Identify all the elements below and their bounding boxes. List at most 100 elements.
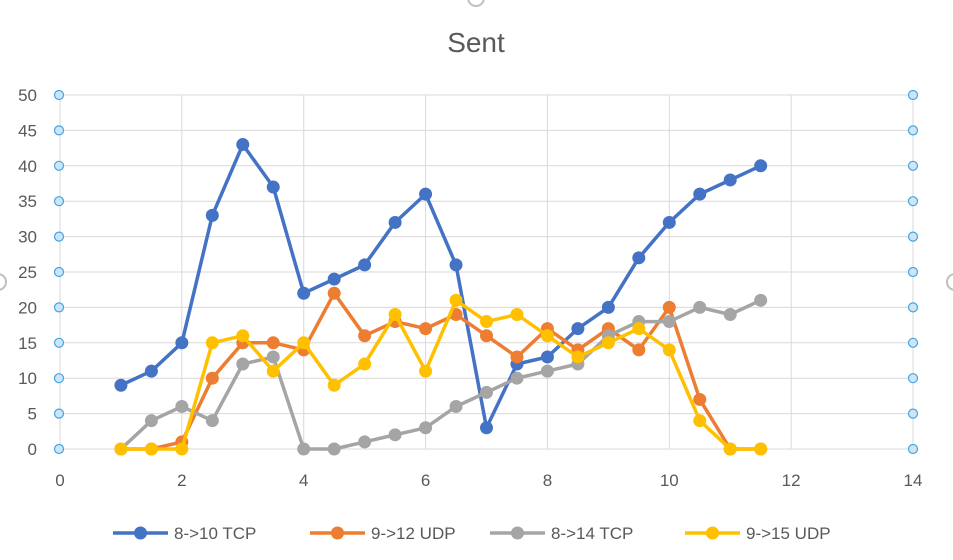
y-tick-label: 15	[18, 334, 37, 353]
data-point	[358, 258, 372, 272]
y-tick-label: 20	[18, 298, 37, 317]
axis-handle	[53, 302, 65, 313]
data-point	[236, 138, 250, 152]
x-tick-label: 14	[904, 471, 923, 490]
data-point	[601, 336, 615, 350]
data-point	[144, 414, 158, 428]
data-point	[358, 435, 372, 449]
axis-handle	[53, 196, 65, 207]
legend-label: 8->10 TCP	[174, 524, 256, 543]
data-point	[480, 385, 493, 399]
series-2	[114, 293, 768, 456]
legend-item-2: 8->14 TCP	[490, 524, 633, 543]
axis-handle	[53, 266, 65, 278]
y-tick-label: 30	[18, 228, 37, 247]
data-point	[449, 258, 463, 272]
axis-handle	[907, 302, 919, 313]
data-point	[571, 350, 585, 364]
y-tick-label: 5	[28, 405, 37, 424]
y-tick-label: 25	[18, 263, 37, 282]
data-point	[754, 442, 768, 456]
data-point	[540, 329, 554, 343]
data-point	[723, 173, 737, 187]
x-tick-label: 10	[660, 471, 679, 490]
data-point	[693, 414, 707, 428]
data-point	[540, 364, 554, 378]
data-point	[327, 272, 341, 286]
data-point	[510, 371, 524, 385]
data-point	[419, 364, 433, 378]
data-point	[754, 159, 768, 173]
data-point	[175, 336, 189, 350]
axis-handle	[53, 373, 65, 384]
data-point	[419, 322, 433, 336]
axis-handle	[53, 337, 65, 348]
data-point	[236, 329, 250, 343]
data-point	[693, 300, 707, 314]
data-point	[419, 187, 433, 201]
data-point	[327, 378, 341, 392]
x-axis-tick-labels: 0 2 4 6 8 10 12 14	[55, 471, 922, 490]
data-point	[419, 421, 433, 435]
y-tick-label: 40	[18, 157, 37, 176]
legend-marker	[706, 526, 719, 540]
legend: 8->10 TCP 9->12 UDP 8->14 TCP 9->15 UDP	[113, 524, 831, 543]
data-point	[449, 293, 463, 307]
frame-handle-right	[946, 273, 953, 291]
data-point	[388, 428, 402, 442]
axis-handle	[907, 266, 919, 278]
data-point	[297, 442, 311, 456]
y-tick-label: 35	[18, 192, 37, 211]
data-point	[297, 336, 311, 350]
data-point	[632, 251, 646, 265]
data-point	[297, 286, 311, 300]
legend-item-3: 9->15 UDP	[685, 524, 831, 543]
data-point	[388, 307, 402, 321]
chart-title: Sent	[447, 27, 505, 58]
axis-handle	[907, 125, 919, 136]
data-point	[662, 215, 676, 229]
legend-item-1: 9->12 UDP	[310, 524, 456, 543]
series-line	[120, 298, 761, 451]
series-line	[119, 298, 762, 451]
data-point	[723, 307, 737, 321]
series-line	[120, 142, 762, 430]
y-tick-label: 45	[18, 121, 37, 140]
data-point	[510, 307, 524, 321]
y-tick-label: 50	[18, 86, 37, 105]
data-point	[510, 350, 524, 364]
legend-label: 9->15 UDP	[746, 524, 831, 543]
legend-marker	[331, 526, 344, 540]
y-tick-label: 0	[28, 440, 37, 459]
axis-handle	[907, 196, 919, 207]
axis-handle	[53, 231, 65, 242]
data-point	[358, 357, 372, 371]
x-tick-label: 2	[177, 471, 186, 490]
data-point	[327, 442, 341, 456]
frame-handle-left	[0, 273, 7, 291]
y-tick-label: 10	[18, 369, 37, 388]
data-point	[632, 343, 646, 357]
data-point	[236, 357, 250, 371]
data-point	[205, 414, 219, 428]
data-point	[632, 322, 646, 336]
axis-handle	[907, 160, 919, 171]
series-0	[114, 138, 768, 435]
axis-handle	[53, 89, 65, 101]
data-point	[540, 350, 554, 364]
data-point	[693, 392, 707, 406]
data-point	[327, 286, 341, 300]
data-point	[693, 187, 707, 201]
data-point	[114, 442, 128, 456]
axis-handle	[907, 231, 919, 242]
x-tick-label: 12	[782, 471, 801, 490]
axis-handle	[907, 408, 919, 419]
frame-handle-top	[467, 0, 485, 7]
data-point	[480, 421, 493, 435]
axis-handle	[53, 443, 65, 455]
data-point	[266, 336, 280, 350]
data-point	[388, 215, 402, 229]
axis-handle	[907, 443, 919, 455]
legend-label: 8->14 TCP	[551, 524, 633, 543]
